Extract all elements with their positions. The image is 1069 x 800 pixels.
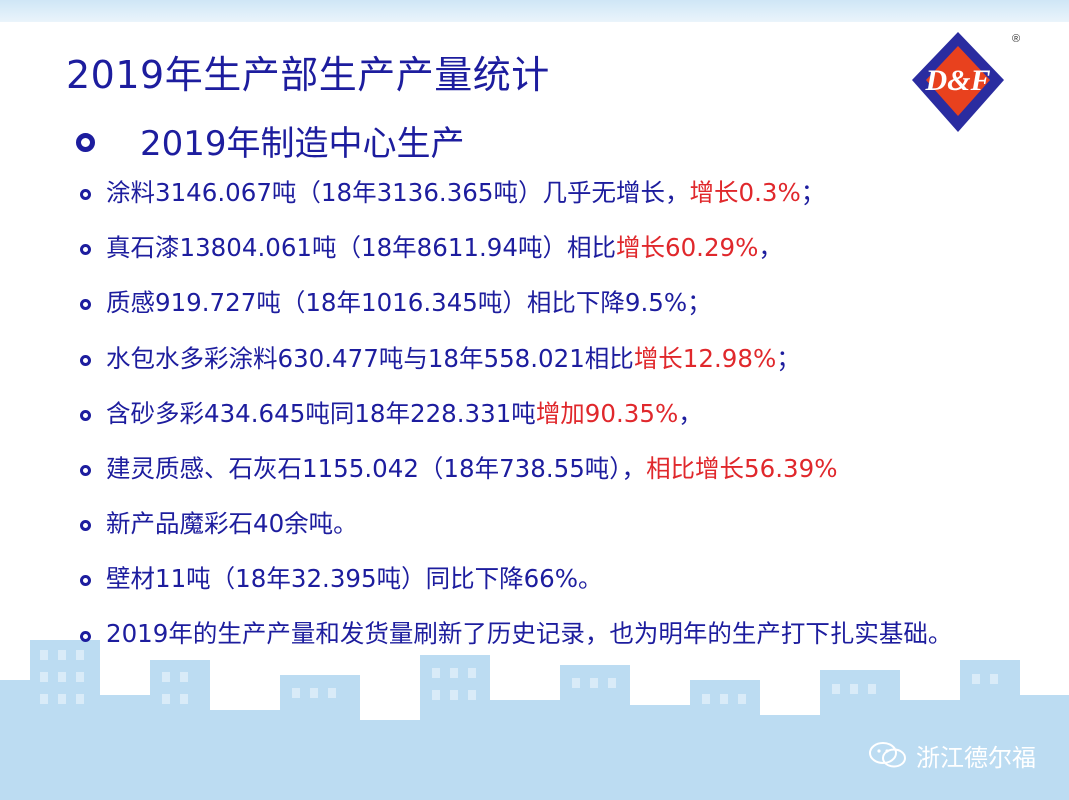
item-text: 含砂多彩434.645吨同18年228.331吨 — [106, 398, 536, 428]
list-item: 2019年的生产产量和发货量刷新了历史记录，也为明年的生产打下扎实基础。 — [80, 618, 1006, 648]
bullet-icon — [80, 520, 91, 532]
item-highlight: 增长0.3% — [689, 178, 801, 207]
list-item: 含砂多彩434.645吨同18年228.331吨增加90.35%， — [80, 399, 1030, 429]
item-text: 质感919.727吨（18年1016.345吨）相比下降9.5%； — [106, 288, 712, 318]
watermark-text: 浙江德尔福 — [916, 743, 1036, 772]
bullet-icon — [80, 575, 91, 587]
list-item: 水包水多彩涂料630.477吨与18年558.021相比增长12.98%； — [80, 344, 1030, 374]
bullet-icon — [80, 354, 91, 366]
bullet-icon — [76, 133, 95, 152]
item-tail: ， — [758, 233, 783, 263]
item-text: 水包水多彩涂料630.477吨与18年558.021相比 — [106, 343, 634, 373]
item-text: 壁材11吨（18年32.395吨）同比下降66%。 — [106, 564, 603, 594]
bullet-icon — [80, 189, 91, 200]
item-highlight: 相比增长56.39% — [646, 453, 838, 483]
list-item: 真石漆13804.061吨（18年8611.94吨）相比增长60.29%， — [80, 233, 1030, 263]
slide-title: 2019年生产部生产产量统计 — [66, 53, 550, 97]
list-item: 建灵质感、石灰石1155.042（18年738.55吨），相比增长56.39% — [80, 454, 1030, 484]
wechat-icon — [869, 742, 906, 768]
item-tail: ； — [800, 178, 826, 207]
city-skyline-background — [0, 640, 1069, 800]
item-text: 2019年的生产产量和发货量刷新了历史记录，也为明年的生产打下扎实基础。 — [106, 618, 953, 648]
item-highlight: 增加90.35% — [535, 398, 679, 428]
list-item: 涂料3146.067吨（18年3136.365吨）几乎无增长，增长0.3%； — [80, 178, 1030, 208]
wechat-watermark: 浙江德尔福 — [868, 735, 1036, 775]
logo-text: D&F — [924, 64, 990, 97]
list-item: 新产品魔彩石40余吨。 — [80, 509, 1030, 539]
item-tail: ； — [776, 343, 801, 373]
list-item: 壁材11吨（18年32.395吨）同比下降66%。 — [80, 564, 1030, 594]
item-tail: ， — [678, 398, 703, 428]
item-text: 涂料3146.067吨（18年3136.365吨）几乎无增长， — [106, 178, 690, 207]
item-highlight: 增长60.29% — [615, 233, 759, 263]
bullet-icon — [80, 464, 91, 476]
bullet-icon — [80, 409, 91, 421]
registered-mark: ® — [1012, 33, 1020, 45]
bullet-icon — [80, 630, 91, 642]
item-text: 新产品魔彩石40余吨。 — [106, 509, 358, 539]
item-text: 真石漆13804.061吨（18年8611.94吨）相比 — [106, 233, 616, 263]
df-logo: D&F ® — [912, 32, 1020, 132]
production-list: 涂料3146.067吨（18年3136.365吨）几乎无增长，增长0.3%； 真… — [80, 178, 1030, 673]
subtitle-text: 2019年制造中心生产 — [140, 124, 465, 164]
top-bar — [0, 0, 1069, 22]
bullet-icon — [80, 299, 91, 311]
item-highlight: 增长12.98% — [633, 343, 777, 373]
list-item: 质感919.727吨（18年1016.345吨）相比下降9.5%； — [80, 288, 1030, 318]
slide-subtitle: 2019年制造中心生产 — [76, 116, 465, 165]
bullet-icon — [80, 244, 91, 256]
item-text: 建灵质感、石灰石1155.042（18年738.55吨）， — [106, 453, 647, 483]
